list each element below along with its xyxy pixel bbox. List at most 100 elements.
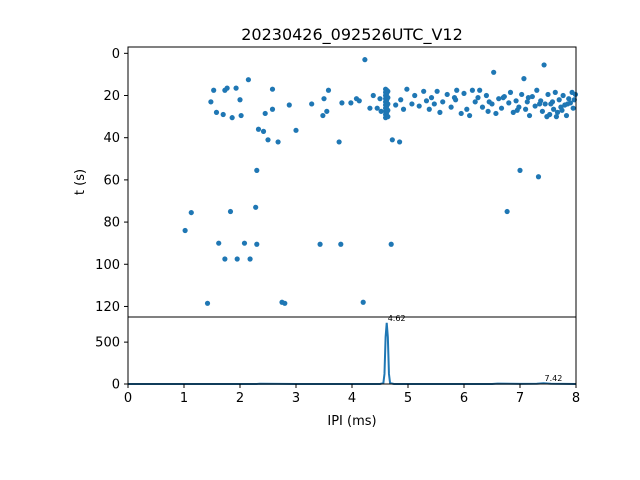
scatter-point	[434, 88, 440, 94]
scatter-point	[477, 87, 483, 93]
x-tick-label: 8	[572, 391, 580, 406]
scatter-point	[393, 102, 399, 108]
scatter-point	[532, 103, 538, 109]
scatter-point	[514, 107, 520, 113]
scatter-point	[269, 86, 276, 92]
scatter-point	[513, 98, 519, 104]
scatter-point	[517, 167, 523, 173]
scatter-point	[453, 97, 459, 103]
scatter-point	[269, 106, 276, 112]
scatter-point	[537, 101, 543, 107]
scatter-point	[286, 102, 292, 108]
y-tick-label: 80	[103, 216, 120, 231]
scatter-point	[472, 99, 478, 105]
y-tick-label: 0	[112, 47, 120, 62]
scatter-point	[486, 99, 492, 105]
scatter-point	[265, 137, 271, 143]
scatter-point	[491, 69, 497, 75]
scatter-point	[321, 96, 327, 102]
scatter-point	[542, 101, 548, 107]
scatter-point	[529, 93, 535, 100]
scatter-point	[374, 105, 380, 111]
scatter-point	[524, 99, 530, 105]
scatter-point	[204, 300, 211, 306]
histogram-panel: 4.62 7.42 0 500 0 1 2 3 4 5 6 7 8 IPI (ms)	[95, 314, 580, 429]
scatter-point	[348, 100, 354, 106]
x-axis-label: IPI (ms)	[327, 414, 376, 429]
scatter-point	[559, 107, 565, 113]
scatter-point	[570, 105, 576, 111]
scatter-point	[238, 112, 244, 119]
scatter-point	[563, 112, 570, 119]
scatter-point	[541, 62, 547, 68]
scatter-point	[409, 101, 415, 107]
scatter-point	[458, 110, 464, 117]
scatter-point	[416, 103, 422, 109]
y-tick-label: 100	[95, 258, 120, 273]
scatter-point	[208, 99, 214, 105]
scatter-point	[510, 109, 516, 115]
scatter-point	[565, 101, 571, 107]
scatter-point	[437, 109, 443, 115]
scatter-point	[506, 100, 512, 106]
y-tick-label: 20	[103, 89, 120, 104]
scatter-point	[444, 91, 450, 98]
scatter-point	[404, 86, 410, 92]
scatter-point	[282, 300, 288, 306]
scatter-point	[360, 299, 366, 305]
peak-annotation: 7.42	[545, 374, 563, 383]
scatter-point	[253, 204, 259, 210]
peak-annotation: 4.62	[388, 314, 406, 323]
scatter-point	[220, 111, 226, 118]
scatter-point	[211, 87, 217, 93]
scatter-point	[325, 87, 332, 93]
y-axis-label: t (s)	[73, 169, 88, 195]
scatter-point	[544, 114, 550, 120]
scatter-point	[479, 104, 486, 110]
scatter-point	[324, 108, 330, 114]
scatter-point	[385, 95, 391, 101]
scatter-point	[241, 240, 248, 246]
chart-title: 20230426_092526UTC_V12	[241, 25, 463, 45]
scatter-point	[216, 240, 222, 246]
scatter-point	[367, 105, 373, 111]
scatter-point	[247, 256, 253, 262]
scatter-point	[255, 126, 262, 132]
scatter-point	[572, 91, 579, 98]
scatter-point	[309, 101, 315, 107]
x-tick-label: 5	[404, 391, 412, 406]
scatter-point	[377, 96, 383, 102]
scatter-point	[534, 87, 540, 93]
scatter-point	[356, 98, 362, 104]
scatter-point	[389, 137, 395, 143]
scatter-point	[521, 76, 527, 82]
scatter-point	[378, 108, 384, 114]
scatter-point	[385, 101, 391, 107]
hist-y-tick-label: 0	[112, 378, 120, 393]
scatter-point	[525, 95, 532, 101]
scatter-panel: 20230426_092526UTC_V12 0 20 40 60 80 100 120 t…	[73, 25, 579, 318]
scatter-point	[440, 99, 446, 105]
scatter-point	[560, 92, 566, 99]
scatter-point	[551, 106, 557, 112]
scatter-point	[498, 105, 505, 111]
histogram-x-ticks: 0 1 2 3 4 5 6 7 8	[124, 384, 580, 406]
scatter-y-ticks: 0 20 40 60 80 100 120	[95, 47, 128, 315]
scatter-point	[467, 112, 473, 119]
scatter-point	[504, 208, 510, 215]
scatter-point	[213, 109, 220, 115]
scatter-point	[385, 114, 391, 120]
scatter-point	[339, 100, 345, 106]
scatter-point	[229, 115, 235, 121]
scatter-point	[362, 57, 368, 63]
scatter-point	[485, 108, 491, 114]
scatter-point	[227, 208, 234, 215]
scatter-point	[448, 104, 454, 110]
scatter-point	[370, 92, 376, 99]
histogram-annotations: 4.62 7.42	[388, 314, 563, 383]
scatter-point	[233, 85, 239, 91]
scatter-point	[254, 241, 260, 247]
x-tick-label: 7	[516, 391, 524, 406]
x-tick-label: 2	[236, 391, 244, 406]
